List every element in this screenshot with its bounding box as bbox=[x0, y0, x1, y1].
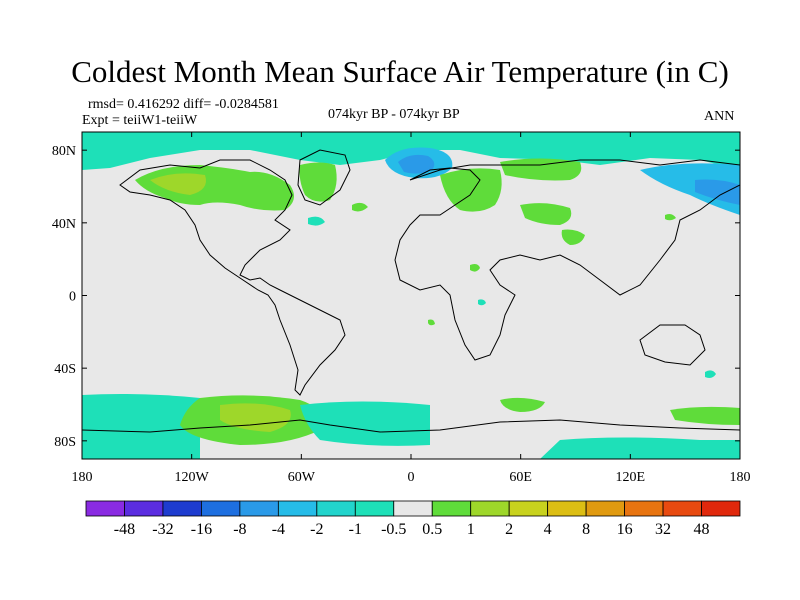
rmsd-diff-stats: rmsd= 0.416292 diff= -0.0284581 bbox=[88, 97, 279, 112]
colorbar: -48 -32 -16 -8 -4 -2 -1 -0.5 0.5 1 2 4 8 16 32 48 bbox=[85, 500, 741, 538]
colorbar-swatch bbox=[508, 500, 549, 517]
anomaly-alaska-core bbox=[150, 173, 206, 195]
australia-coastline bbox=[639, 324, 706, 366]
colorbar-label: -4 bbox=[272, 521, 285, 538]
colorbar-swatch bbox=[162, 500, 202, 517]
colorbar-label: 0.5 bbox=[422, 521, 442, 538]
colorbar-label: 16 bbox=[617, 521, 633, 538]
anomaly-east-siberia-core bbox=[695, 179, 740, 205]
anomaly-europe bbox=[440, 168, 502, 212]
colorbar-swatch bbox=[316, 500, 356, 517]
colorbar-swatch bbox=[662, 500, 702, 517]
anomaly-africa-patch bbox=[478, 299, 486, 306]
americas-coastline bbox=[119, 159, 346, 396]
anomaly-barents-kara bbox=[500, 158, 582, 181]
lon-tick-label: 180 bbox=[72, 470, 93, 485]
colorbar-swatch bbox=[431, 500, 472, 517]
eurasia-africa-coastline bbox=[394, 159, 740, 361]
longitude-axis: 180 120W 60W 0 60E 120E 180 bbox=[72, 132, 751, 485]
lat-tick-label: 80N bbox=[52, 144, 76, 159]
lon-tick-label: 120E bbox=[616, 470, 646, 485]
colorbar-swatch bbox=[393, 500, 433, 517]
anomaly-weddell bbox=[300, 401, 430, 446]
colorbar-label: 32 bbox=[655, 521, 671, 538]
experiment-label: Expt = teiiW1-teiiW bbox=[82, 113, 198, 128]
coastlines bbox=[82, 149, 740, 433]
colorbar-label: 4 bbox=[544, 521, 552, 538]
colorbar-label: -2 bbox=[310, 521, 323, 538]
colorbar-label: 48 bbox=[694, 521, 710, 538]
colorbar-swatch bbox=[470, 500, 510, 517]
colorbar-swatch bbox=[547, 500, 587, 517]
lat-tick-label: 40N bbox=[52, 217, 76, 232]
colorbar-label: -8 bbox=[233, 521, 246, 538]
colorbar-label: -1 bbox=[349, 521, 362, 538]
latitude-axis: 80N 40N 0 40S 80S bbox=[52, 144, 740, 450]
colorbar-swatch bbox=[201, 500, 241, 517]
lat-tick-label: 0 bbox=[69, 290, 76, 305]
lon-tick-label: 60W bbox=[288, 470, 316, 485]
colorbar-swatch bbox=[239, 500, 279, 517]
colorbar-swatch bbox=[277, 500, 318, 517]
anomaly-atlantic-north-patch bbox=[308, 216, 325, 226]
colorbar-swatch bbox=[701, 500, 741, 517]
anomaly-ross-sea-core bbox=[220, 403, 291, 432]
anomaly-nz-patch bbox=[705, 370, 716, 378]
lon-tick-label: 180 bbox=[730, 470, 751, 485]
colorbar-swatch bbox=[85, 500, 125, 517]
season-label: ANN bbox=[704, 109, 735, 124]
lon-tick-label: 120W bbox=[175, 470, 210, 485]
lon-tick-label: 0 bbox=[408, 470, 415, 485]
colorbar-label: 8 bbox=[582, 521, 590, 538]
anomaly-east-siberia bbox=[640, 163, 740, 215]
anomaly-greenland bbox=[299, 162, 337, 202]
anomaly-east-antarctica bbox=[500, 397, 545, 412]
antarctica-coastline bbox=[82, 419, 740, 433]
lon-tick-label: 60E bbox=[509, 470, 532, 485]
colorbar-label: -0.5 bbox=[381, 521, 406, 538]
anomaly-southern-pacific bbox=[82, 394, 200, 459]
anomaly-japan-patch bbox=[665, 214, 676, 221]
colorbar-label: -48 bbox=[114, 521, 135, 538]
lat-tick-label: 40S bbox=[54, 362, 76, 377]
anomaly-atlantic-patch bbox=[428, 319, 435, 326]
colorbar-swatch bbox=[585, 500, 625, 517]
lat-tick-label: 80S bbox=[54, 435, 76, 450]
colorbar-label: -32 bbox=[152, 521, 173, 538]
anomaly-antarctic-interior bbox=[540, 437, 740, 459]
anomaly-tibet bbox=[561, 229, 585, 245]
greenland-coastline bbox=[297, 149, 351, 206]
period-subtitle: 074kyr BP - 074kyr BP bbox=[328, 107, 460, 122]
colorbar-label: 2 bbox=[505, 521, 513, 538]
colorbar-swatch bbox=[354, 500, 395, 517]
anomaly-wilkes-land bbox=[670, 406, 740, 425]
anomaly-north-atlantic-core bbox=[398, 154, 435, 174]
anomaly-midatlantic-patch bbox=[352, 202, 368, 212]
colorbar-swatch bbox=[624, 500, 664, 517]
anomaly-central-asia bbox=[520, 203, 572, 225]
colorbar-label: -16 bbox=[191, 521, 212, 538]
colorbar-label: 1 bbox=[467, 521, 475, 538]
anomaly-arabia-patch bbox=[470, 264, 480, 272]
map-title: Coldest Month Mean Surface Air Temperatu… bbox=[71, 54, 729, 89]
colorbar-swatch bbox=[124, 500, 164, 517]
